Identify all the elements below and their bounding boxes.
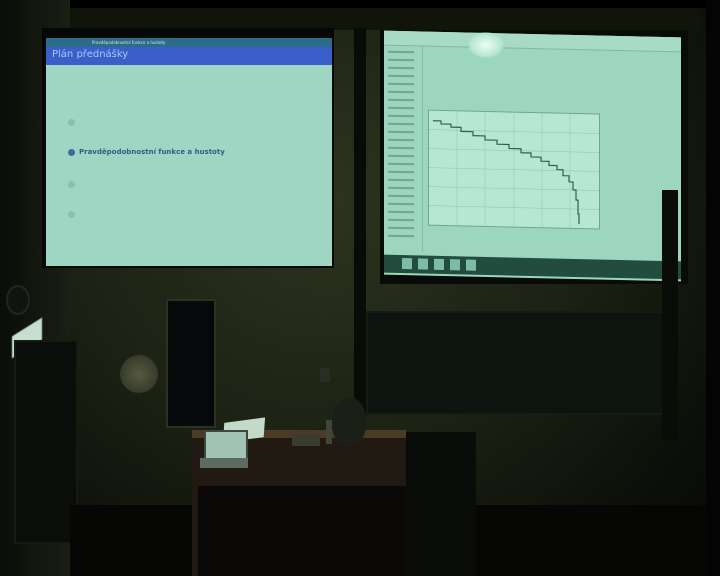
graph-svg <box>429 111 599 228</box>
bullet-icon <box>68 180 75 188</box>
microphone-stand <box>326 420 332 444</box>
desk-device <box>292 434 320 446</box>
taskbar-app-icon <box>450 259 460 271</box>
outline-item-active: Pravděpodobnostní funkce a hustoty <box>68 148 225 156</box>
left-projected-slide: Pravděpodobnostní funkce a hustoty Plán … <box>46 38 332 266</box>
slide-header-bar: Pravděpodobnostní funkce a hustoty <box>46 38 332 47</box>
taskbar-app-icon <box>402 258 412 270</box>
slide-title: Plán přednášky <box>52 49 129 60</box>
browser-sidebar <box>384 44 423 252</box>
bullet-icon <box>68 148 75 156</box>
wall-post <box>354 28 366 428</box>
top-black-strip <box>0 0 720 8</box>
step-line <box>433 120 580 225</box>
step-line-graph <box>428 109 600 230</box>
taskbar-app-icon <box>466 259 476 271</box>
right-projection-screen <box>380 30 688 284</box>
taskbar-app-icon <box>418 258 428 270</box>
wall-ornament <box>120 355 158 393</box>
outline-item-4 <box>68 210 79 218</box>
right-projected-browser <box>384 30 681 282</box>
wall-socket <box>320 368 330 382</box>
ceiling <box>40 8 700 30</box>
slide-title-bar: Plán přednášky <box>46 47 332 65</box>
laptop-base <box>200 458 248 468</box>
wall-clock-icon <box>6 285 30 315</box>
windows-taskbar <box>384 254 681 280</box>
chair <box>332 398 366 446</box>
browser-toolbar <box>384 30 681 53</box>
desk-front-panel <box>198 486 406 576</box>
doorway <box>166 299 216 428</box>
bullet-icon <box>68 118 75 126</box>
projector-hotspot <box>468 32 504 58</box>
slide-header-text: Pravděpodobnostní funkce a hustoty <box>92 40 166 45</box>
outline-item-1 <box>68 118 79 126</box>
bullet-icon <box>68 210 75 218</box>
lectern <box>406 432 476 576</box>
right-black-strip <box>706 0 720 576</box>
outline-item-3 <box>68 180 79 188</box>
taskbar-app-icon <box>434 258 444 270</box>
outline-item-active-label: Pravděpodobnostní funkce a hustoty <box>79 148 225 156</box>
right-wall-post <box>662 190 678 440</box>
chalkboard <box>366 311 666 415</box>
left-projection-screen: Pravděpodobnostní funkce a hustoty Plán … <box>42 28 334 268</box>
left-cabinet <box>14 340 78 544</box>
